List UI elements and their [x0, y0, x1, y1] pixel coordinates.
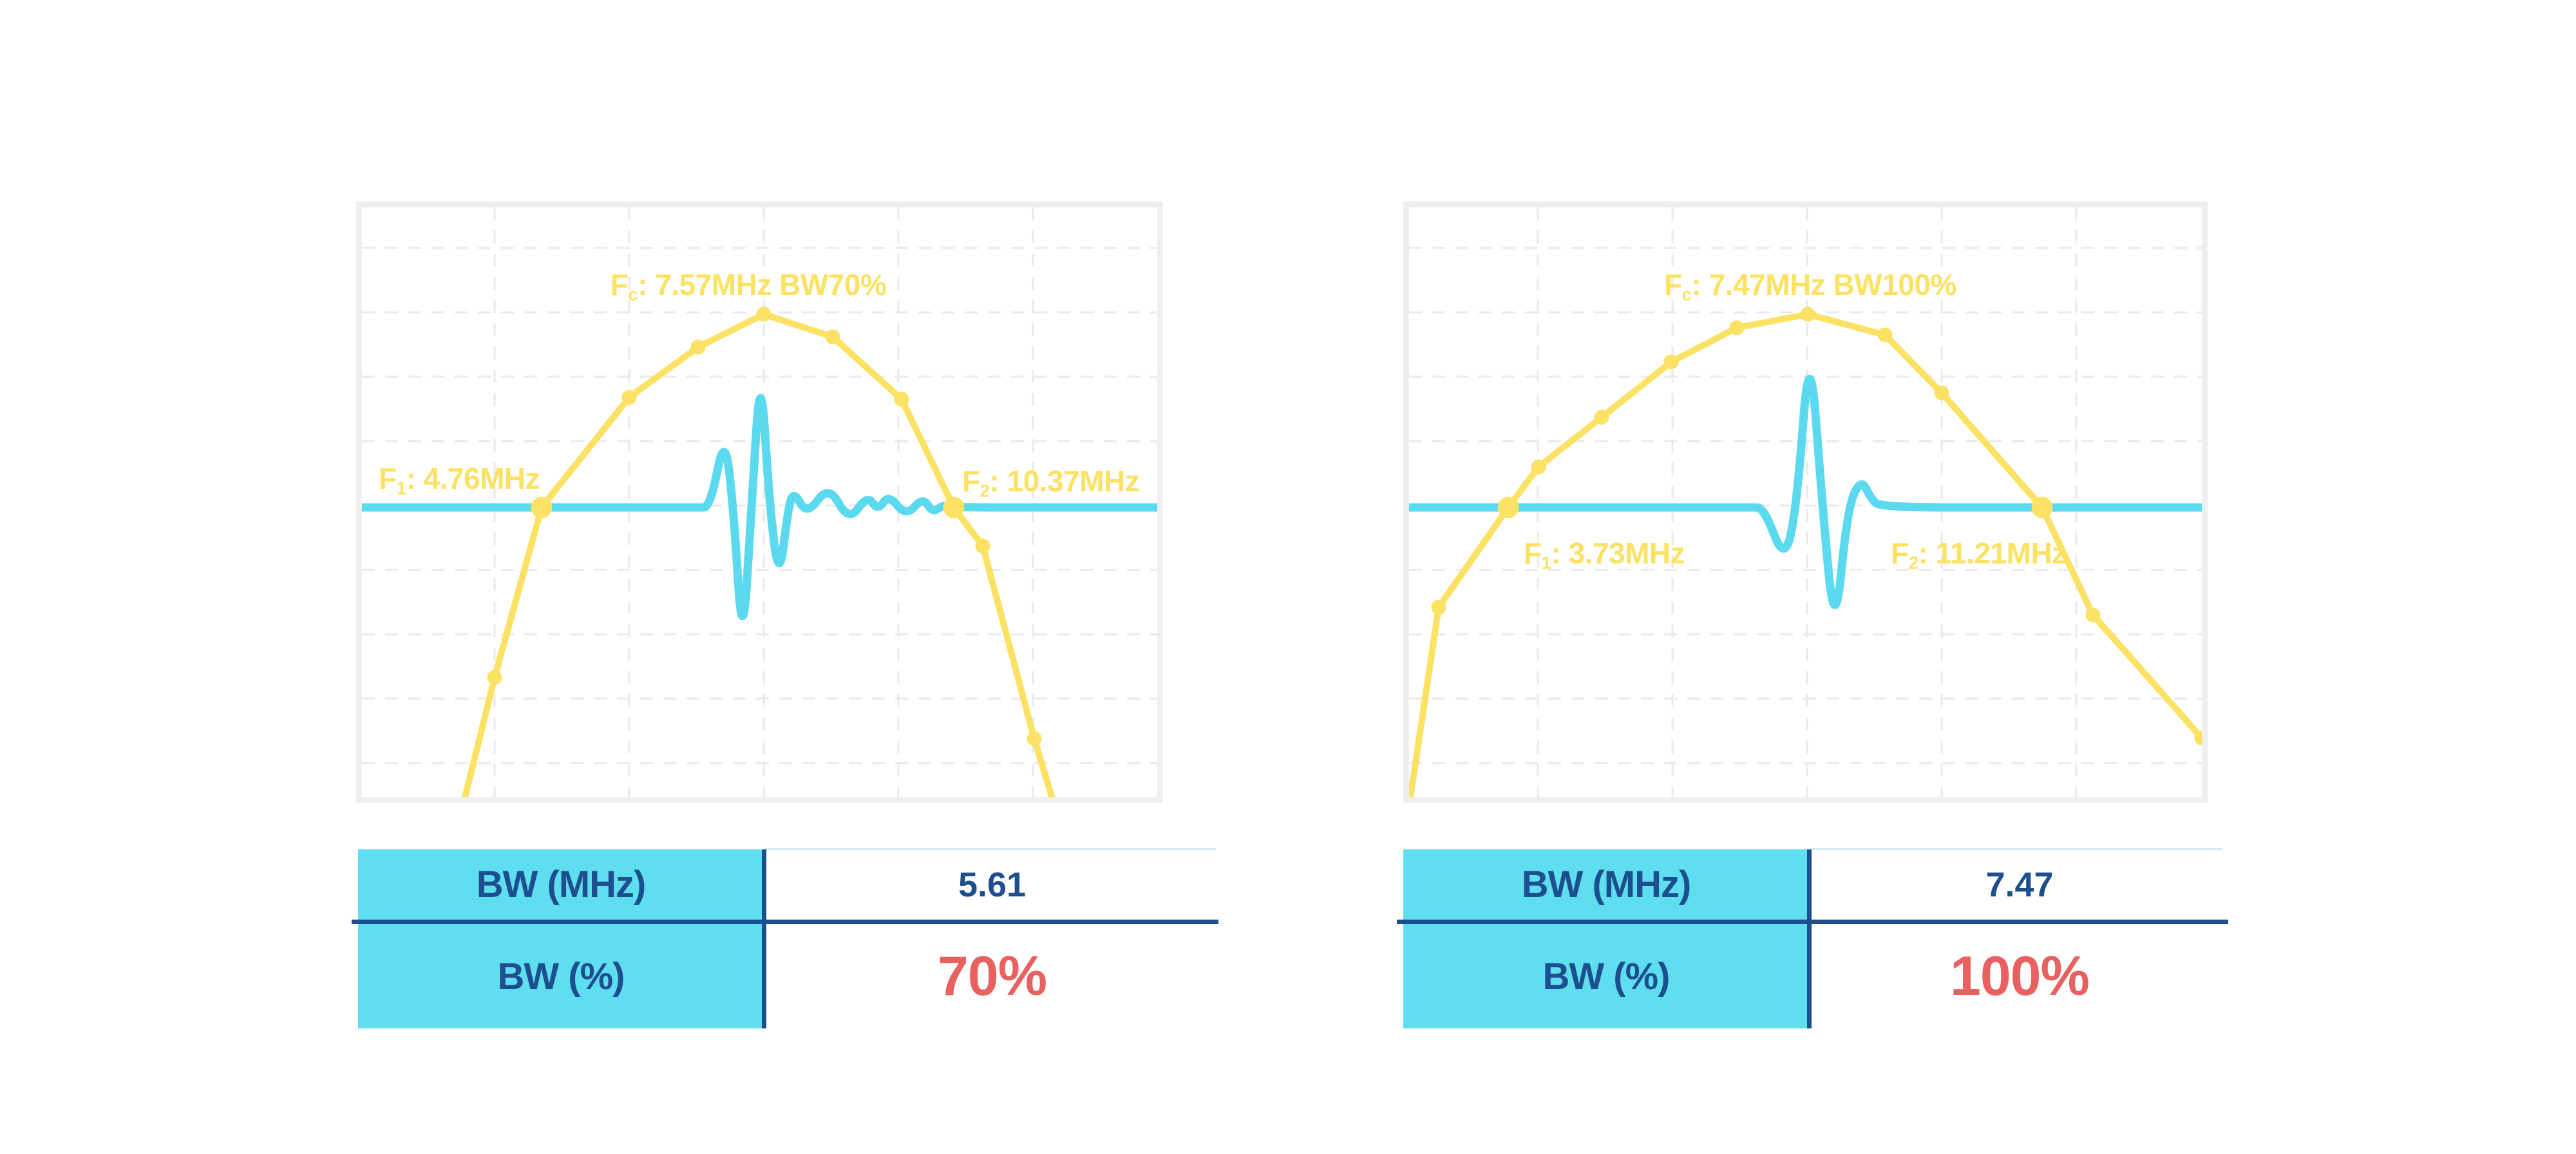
f1-value-text: : 3.73MHz [1551, 536, 1685, 570]
fc-value-text: : 7.47MHz BW100% [1691, 268, 1957, 301]
bandwidth-table-broadband: BW (MHz) 7.47 BW (%) 100% [1397, 848, 2228, 1028]
table-vertical-divider [762, 849, 766, 1028]
bw-percent-value: 100% [1950, 945, 2090, 1007]
bandwidth-table-narrowband: BW (MHz) 5.61 BW (%) 70% [352, 848, 1218, 1028]
f2-annotation: F2: 11.21MHz [1891, 537, 2067, 573]
table-row-divider [1397, 920, 2228, 924]
bw-percent-label: BW (%) [1542, 955, 1671, 998]
fc-symbol: F [1664, 268, 1682, 301]
bw-mhz-label: BW (MHz) [476, 864, 647, 905]
center-frequency-annotation: Fc: 7.57MHz BW70% [597, 269, 900, 305]
table-top-divider [764, 848, 1216, 850]
f2-subscript: 2 [980, 480, 990, 501]
bw-mhz-label: BW (MHz) [1521, 864, 1692, 905]
f1-value-text: : 4.76MHz [406, 462, 540, 495]
fc-subscript: c [1681, 284, 1692, 305]
bw-percent-label: BW (%) [497, 955, 625, 998]
f2-value-text: : 11.21MHz [1918, 536, 2067, 570]
f2-symbol: F [962, 464, 980, 498]
f1-subscript: 1 [396, 478, 406, 498]
fc-symbol: F [610, 268, 629, 301]
bw-mhz-value: 5.61 [958, 865, 1027, 904]
chart-panel-narrowband: Fc: 7.57MHz BW70% F1: 4.76MHz F2: 10.37M… [356, 202, 1163, 803]
table-top-divider [1809, 848, 2222, 850]
fc-value-text: : 7.57MHz BW70% [638, 268, 887, 301]
f1-symbol: F [379, 462, 397, 495]
narrowband-chart-plot [362, 207, 1157, 797]
f1-annotation: F1: 3.73MHz [1524, 537, 1685, 573]
f1-subscript: 1 [1541, 553, 1551, 573]
table-vertical-divider [1807, 849, 1812, 1028]
center-frequency-annotation: Fc: 7.47MHz BW100% [1653, 269, 1968, 305]
bw-mhz-value: 7.47 [1985, 865, 2054, 904]
broadband-chart-plot [1409, 207, 2202, 797]
f1-annotation: F1: 4.76MHz [379, 462, 540, 498]
table-header-column [358, 849, 764, 1028]
fc-subscript: c [628, 284, 638, 305]
f1-symbol: F [1524, 536, 1542, 570]
bw-percent-value: 70% [937, 945, 1047, 1007]
chart-panel-broadband: Fc: 7.47MHz BW100% F1: 3.73MHz F2: 11.21… [1403, 202, 2208, 803]
table-row-divider [352, 920, 1218, 924]
f2-annotation: F2: 10.37MHz [962, 464, 1140, 501]
f2-subscript: 2 [1908, 553, 1918, 573]
table-header-column [1403, 849, 1809, 1028]
f2-value-text: : 10.37MHz [989, 464, 1140, 498]
f2-symbol: F [1891, 536, 1909, 570]
